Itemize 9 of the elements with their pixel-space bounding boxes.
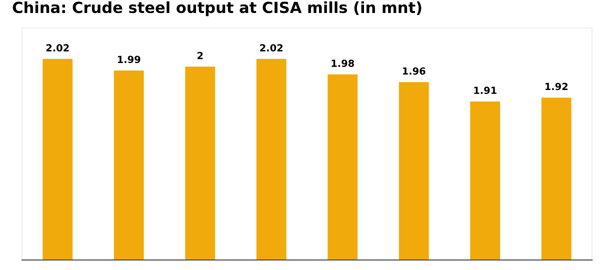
chart-title: China: Crude steel output at CISA mills (in mnt) (12, 1, 422, 16)
data-label: 1.91 (474, 86, 496, 94)
data-label: 1.92 (545, 82, 568, 90)
data-label: 1.99 (118, 56, 140, 64)
data-label: 2.02 (260, 44, 283, 52)
data-label: 1.98 (332, 60, 354, 67)
data-label: 1.96 (402, 67, 426, 75)
data-label: 2 (198, 52, 203, 60)
data-label: 2.02 (46, 44, 69, 52)
